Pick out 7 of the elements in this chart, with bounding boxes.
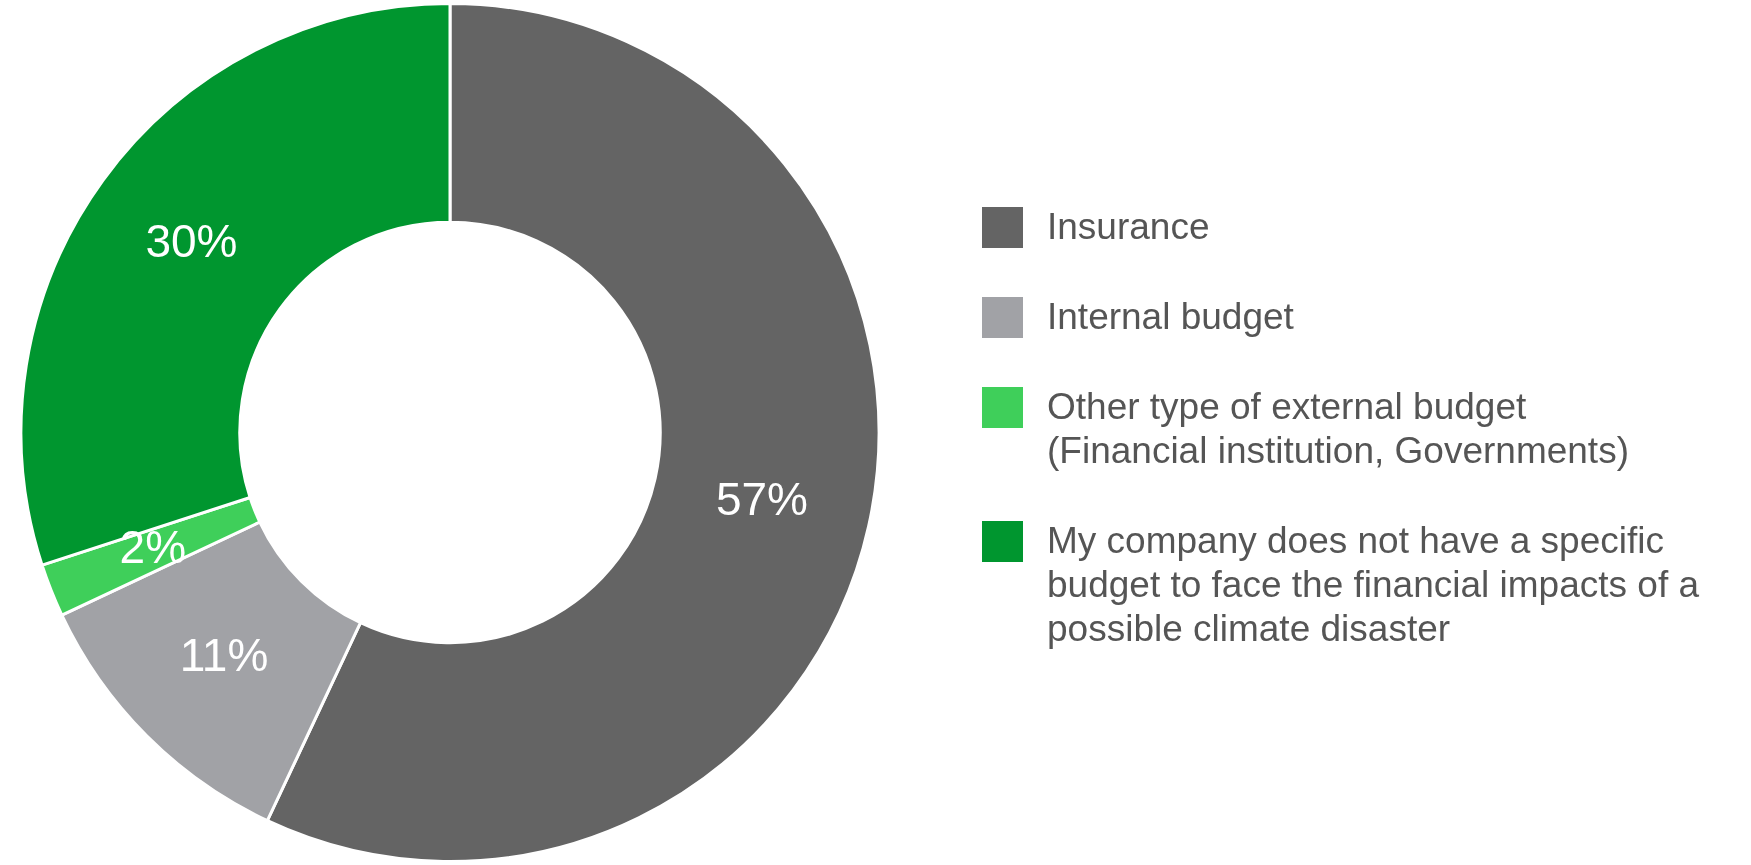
data-label: 11% (179, 629, 269, 682)
legend-label: My company does not have a specific budget to face the financial impacts of a possible climate disaster (1047, 519, 1701, 651)
legend-label: Internal budget (1047, 295, 1294, 339)
data-label: 30% (145, 215, 238, 268)
legend-label: Insurance (1047, 205, 1210, 249)
legend-label: Other type of external budget (Financial institution, Governments) (1047, 385, 1630, 473)
data-label: 57% (715, 472, 808, 525)
